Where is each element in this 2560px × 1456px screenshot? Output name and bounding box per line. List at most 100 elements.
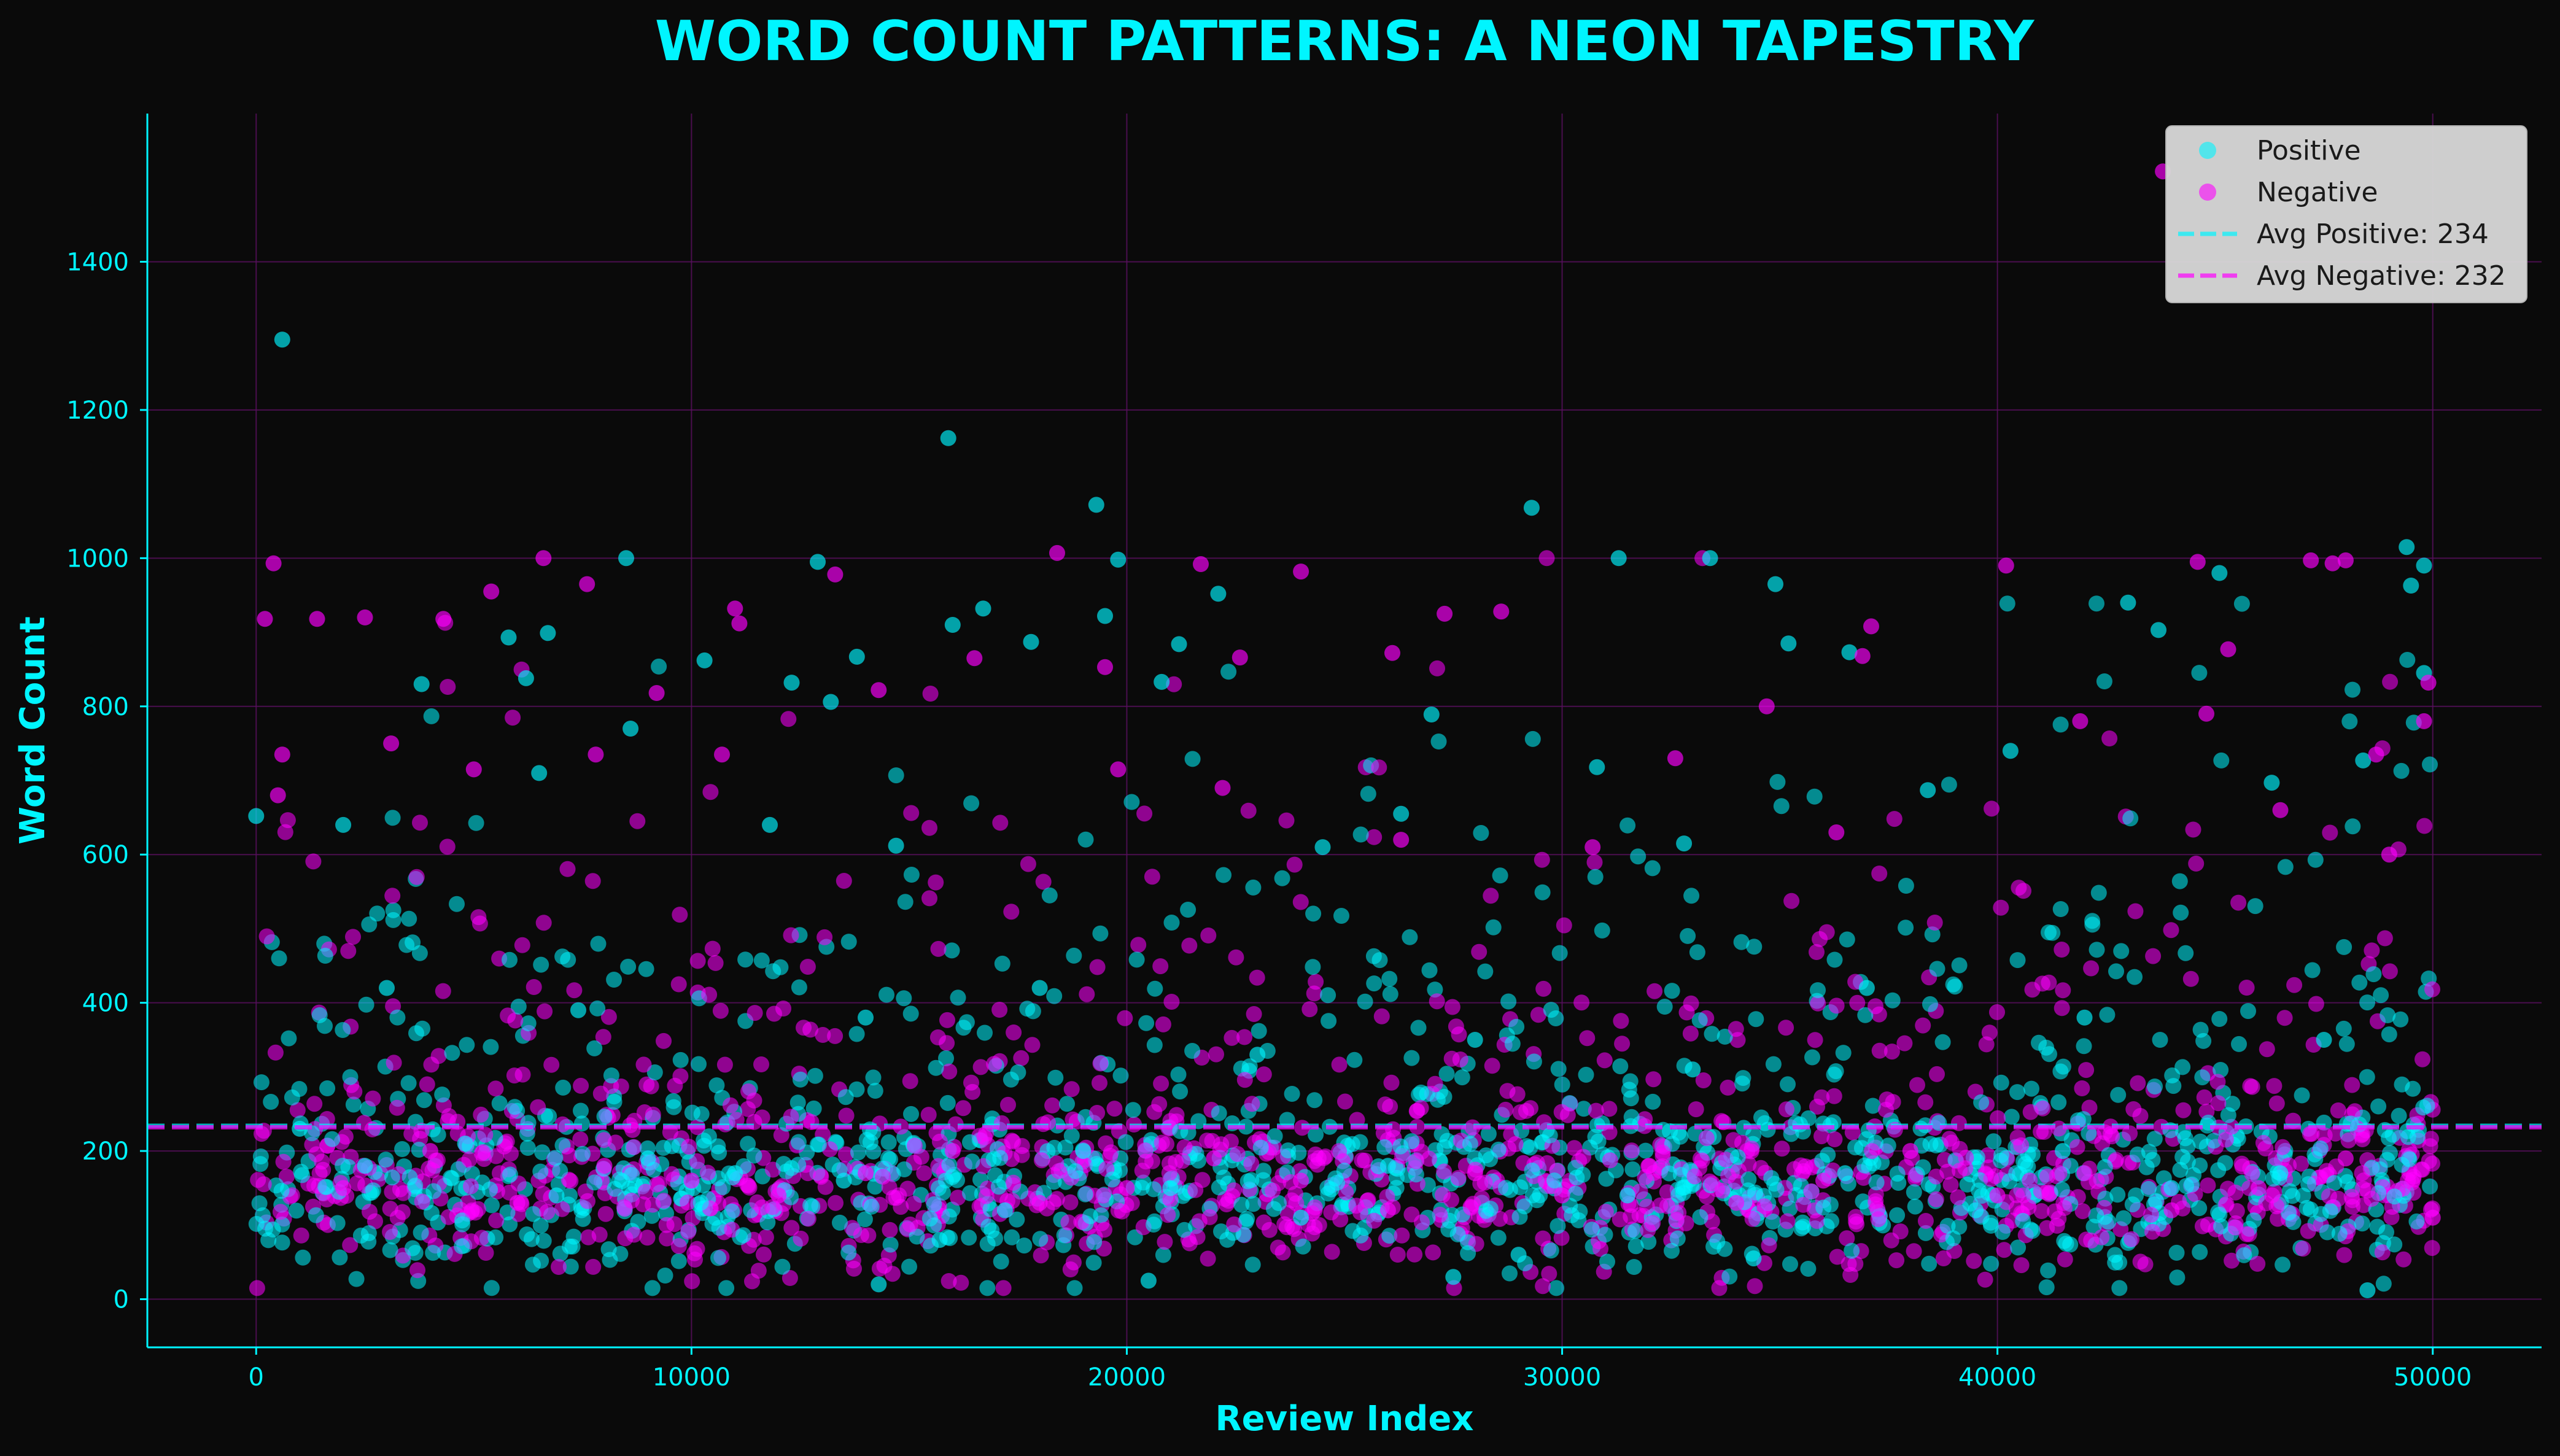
positive-point [1308, 1126, 1324, 1143]
positive-point [950, 989, 966, 1006]
positive-point [2009, 952, 2026, 969]
positive-point [928, 1059, 944, 1076]
positive-point [606, 972, 623, 988]
positive-point [1047, 1069, 1064, 1086]
negative-point [991, 1002, 1008, 1018]
positive-point [1088, 497, 1104, 513]
positive-point [1554, 1076, 1570, 1093]
positive-point [1306, 1092, 1323, 1109]
positive-point [1837, 1165, 1853, 1182]
positive-point [1162, 1180, 1179, 1196]
positive-point [1839, 931, 1855, 948]
negative-point [1414, 1214, 1430, 1231]
negative-point [1191, 1213, 1208, 1229]
negative-point [816, 929, 833, 945]
positive-point [1543, 1242, 1559, 1259]
negative-point [1926, 915, 1943, 931]
positive-point [2168, 1244, 2185, 1261]
positive-point [1216, 867, 1232, 883]
negative-point [2039, 1168, 2055, 1185]
positive-point [1393, 805, 1410, 822]
positive-point [2281, 1183, 2298, 1199]
positive-point [1477, 963, 1494, 980]
legend-negative-label: Negative [2257, 177, 2378, 208]
positive-point [823, 694, 839, 710]
positive-point [888, 837, 904, 854]
positive-point [1578, 1066, 1594, 1083]
negative-point [1110, 1202, 1127, 1219]
negative-point [1144, 869, 1160, 885]
negative-point [1137, 1142, 1154, 1159]
positive-point [1430, 734, 1447, 749]
negative-point [1153, 1075, 1169, 1092]
negative-point [770, 1187, 787, 1204]
positive-point [1773, 798, 1790, 815]
positive-point [2191, 665, 2208, 681]
negative-point [473, 1229, 490, 1246]
negative-point [1535, 1278, 1551, 1295]
positive-point [1814, 1153, 1830, 1169]
positive-point [379, 980, 395, 996]
positive-point [1619, 1187, 1635, 1204]
positive-point [378, 1152, 394, 1168]
positive-point [606, 1094, 623, 1110]
positive-point [1255, 1163, 1272, 1179]
negative-point [278, 1168, 295, 1185]
negative-point [595, 1132, 612, 1148]
positive-point [1336, 1163, 1352, 1179]
negative-point [2143, 1207, 2159, 1223]
negative-point [744, 1273, 760, 1290]
positive-point [1983, 1255, 2000, 1272]
negative-point [1720, 1079, 1736, 1096]
positive-point [896, 1161, 912, 1177]
negative-point [267, 1044, 284, 1061]
positive-point [2211, 565, 2228, 581]
positive-point [882, 1151, 898, 1168]
positive-point [711, 1144, 727, 1161]
negative-point [566, 982, 583, 999]
negative-point [1003, 904, 1020, 920]
negative-point [2163, 922, 2179, 939]
positive-point [335, 1158, 351, 1174]
negative-point [1725, 1132, 1742, 1148]
positive-point [2192, 1133, 2209, 1150]
positive-point [638, 961, 654, 977]
positive-point [1721, 1268, 1738, 1285]
positive-point [1907, 1198, 1923, 1215]
negative-point [309, 611, 325, 627]
negative-point [689, 953, 706, 969]
positive-point [1410, 1020, 1427, 1036]
positive-point [646, 1064, 663, 1080]
negative-point [1942, 1177, 1959, 1193]
positive-point [502, 1166, 518, 1183]
positive-point [804, 1198, 821, 1215]
negative-point [1645, 1215, 1661, 1231]
negative-point [754, 1199, 770, 1216]
positive-point [961, 1229, 977, 1246]
positive-point [248, 808, 265, 824]
negative-point [1174, 1153, 1191, 1169]
negative-point [383, 735, 400, 752]
negative-point [2224, 1252, 2240, 1269]
positive-point [975, 600, 991, 617]
negative-point [1089, 1105, 1106, 1121]
positive-point [1067, 1163, 1084, 1179]
positive-point [1746, 939, 1763, 955]
positive-point [1097, 608, 1113, 624]
negative-point [1292, 894, 1309, 910]
negative-point [367, 1213, 383, 1229]
positive-point [1344, 1223, 1361, 1239]
negative-point [1756, 1198, 1773, 1215]
negative-point [1584, 839, 1601, 856]
negative-point [2182, 970, 2199, 987]
negative-point [2074, 1080, 2090, 1096]
positive-point [2316, 1032, 2332, 1048]
negative-point [1200, 1250, 1216, 1267]
negative-point [2034, 1100, 2051, 1117]
negative-point [1636, 1118, 1653, 1134]
negative-point [727, 600, 743, 617]
negative-point [1645, 1071, 1662, 1088]
negative-point [600, 1009, 617, 1025]
negative-point [1045, 1194, 1061, 1210]
positive-point [710, 1250, 726, 1266]
